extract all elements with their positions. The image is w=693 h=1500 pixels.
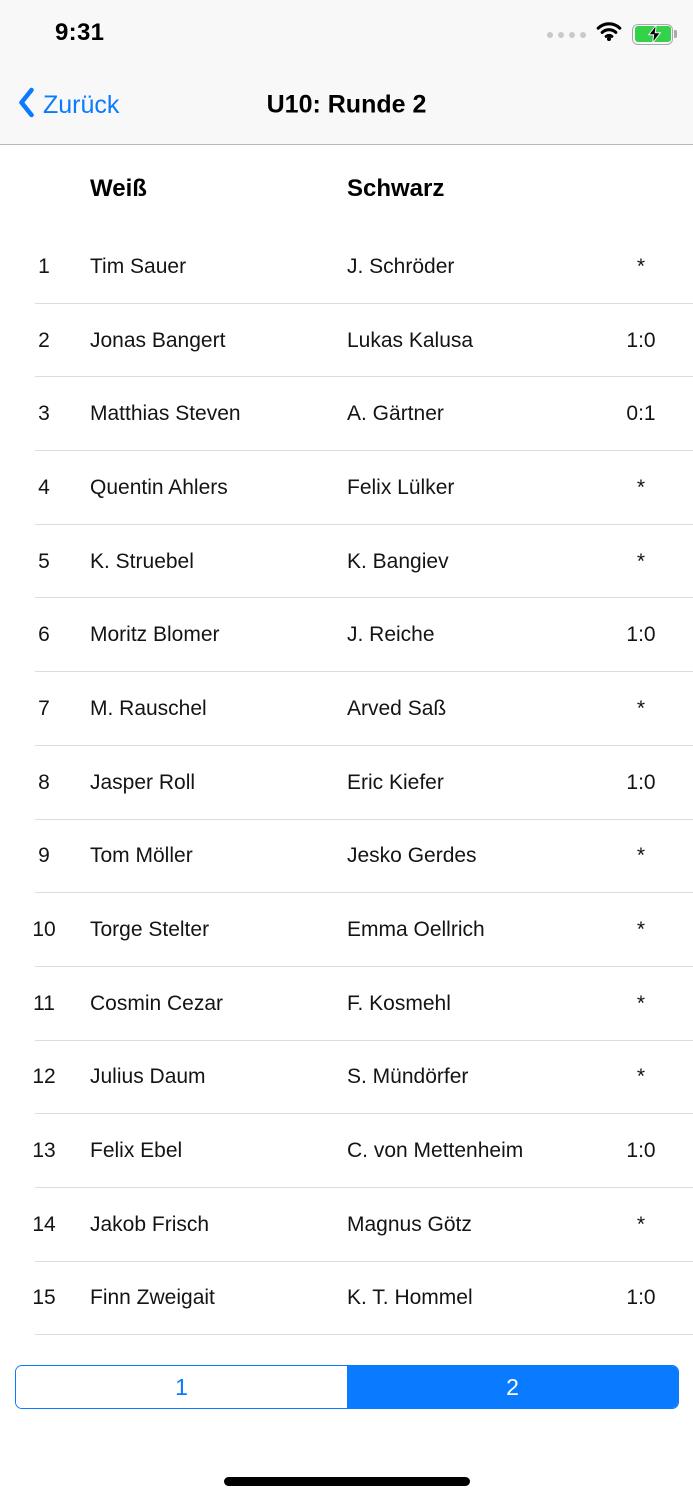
white-player: Tom Möller <box>90 844 193 868</box>
home-indicator[interactable] <box>223 1477 470 1486</box>
cellular-signal-icon <box>547 32 586 38</box>
white-player: M. Rauschel <box>90 696 207 720</box>
result-value: * <box>636 918 646 942</box>
white-player: Quentin Ahlers <box>90 475 228 499</box>
table-row[interactable]: 4 Quentin Ahlers Felix Lülker * <box>0 451 693 525</box>
status-time: 9:31 <box>55 19 105 46</box>
table-row[interactable]: 9 Tom Möller Jesko Gerdes * <box>0 820 693 894</box>
white-player: Tim Sauer <box>90 254 187 278</box>
pairings-list: 1 Tim Sauer J. Schröder * 2 Jonas Bangert Luka… <box>0 230 693 1336</box>
row-number: 5 <box>38 549 50 573</box>
black-player: J. Reiche <box>347 623 435 647</box>
row-number: 9 <box>38 844 50 868</box>
row-number: 2 <box>38 328 50 352</box>
nav-bar: Zurück U10: Runde 2 <box>0 66 693 145</box>
black-player: Felix Lülker <box>347 475 455 499</box>
column-header-white: Weiß <box>90 175 147 202</box>
table-row[interactable]: 13 Felix Ebel C. von Mettenheim 1:0 <box>0 1114 693 1188</box>
result-value: * <box>636 1212 646 1236</box>
white-player: Jasper Roll <box>90 770 196 794</box>
black-player: J. Schröder <box>347 254 455 278</box>
row-number: 14 <box>32 1212 56 1236</box>
black-player: Lukas Kalusa <box>347 328 474 352</box>
column-header-black: Schwarz <box>347 175 445 202</box>
wifi-icon <box>596 22 622 46</box>
white-player: K. Struebel <box>90 549 194 573</box>
result-value: * <box>636 254 646 278</box>
row-number: 6 <box>38 623 50 647</box>
result-value: * <box>636 549 646 573</box>
row-number: 10 <box>32 918 56 942</box>
white-player: Matthias Steven <box>90 402 241 426</box>
round-segmented-control: 1 2 <box>15 1365 679 1409</box>
back-button-label: Zurück <box>43 90 120 119</box>
table-header: Weiß Schwarz <box>0 145 693 230</box>
result-value: 1:0 <box>626 1286 656 1310</box>
result-value: 1:0 <box>626 770 656 794</box>
black-player: Jesko Gerdes <box>347 844 477 868</box>
row-number: 15 <box>32 1286 56 1310</box>
result-value: * <box>636 475 646 499</box>
table-row[interactable]: 5 K. Struebel K. Bangiev * <box>0 525 693 599</box>
table-row[interactable]: 14 Jakob Frisch Magnus Götz * <box>0 1188 693 1262</box>
table-row[interactable]: 6 Moritz Blomer J. Reiche 1:0 <box>0 598 693 672</box>
status-icons <box>547 0 677 66</box>
black-player: K. T. Hommel <box>347 1286 473 1310</box>
black-player: Arved Saß <box>347 696 447 720</box>
black-player: A. Gärtner <box>347 402 444 426</box>
white-player: Julius Daum <box>90 1065 206 1089</box>
battery-charging-icon <box>632 23 677 45</box>
white-player: Moritz Blomer <box>90 623 220 647</box>
result-value: 1:0 <box>626 1139 656 1163</box>
row-number: 3 <box>38 402 50 426</box>
table-row[interactable]: 15 Finn Zweigait K. T. Hommel 1:0 <box>0 1262 693 1336</box>
row-number: 8 <box>38 770 50 794</box>
result-value: * <box>636 844 646 868</box>
black-player: F. Kosmehl <box>347 991 451 1015</box>
table-row[interactable]: 2 Jonas Bangert Lukas Kalusa 1:0 <box>0 304 693 378</box>
result-value: 1:0 <box>626 623 656 647</box>
white-player: Jakob Frisch <box>90 1212 210 1236</box>
white-player: Felix Ebel <box>90 1139 183 1163</box>
charging-bolt-icon <box>647 24 661 44</box>
chevron-left-icon <box>18 87 35 123</box>
black-player: K. Bangiev <box>347 549 449 573</box>
result-value: * <box>636 1065 646 1089</box>
row-number: 11 <box>33 991 55 1015</box>
segment-round-1[interactable]: 1 <box>16 1366 347 1408</box>
white-player: Torge Stelter <box>90 918 210 942</box>
table-row[interactable]: 10 Torge Stelter Emma Oellrich * <box>0 893 693 967</box>
row-number: 4 <box>38 475 50 499</box>
row-number: 1 <box>38 254 50 278</box>
table-row[interactable]: 1 Tim Sauer J. Schröder * <box>0 230 693 304</box>
row-number: 7 <box>38 696 50 720</box>
table-row[interactable]: 11 Cosmin Cezar F. Kosmehl * <box>0 967 693 1041</box>
table-row[interactable]: 7 M. Rauschel Arved Saß * <box>0 672 693 746</box>
table-row[interactable]: 8 Jasper Roll Eric Kiefer 1:0 <box>0 746 693 820</box>
black-player: C. von Mettenheim <box>347 1139 524 1163</box>
status-bar: 9:31 <box>0 0 693 66</box>
table-row[interactable]: 3 Matthias Steven A. Gärtner 0:1 <box>0 377 693 451</box>
page-title: U10: Runde 2 <box>266 90 427 119</box>
table-row[interactable]: 12 Julius Daum S. Mündörfer * <box>0 1041 693 1115</box>
result-value: 0:1 <box>626 402 656 426</box>
black-player: Eric Kiefer <box>347 770 444 794</box>
row-number: 13 <box>32 1139 56 1163</box>
back-button[interactable]: Zurück <box>18 87 119 123</box>
result-value: * <box>636 696 646 720</box>
white-player: Finn Zweigait <box>90 1286 215 1310</box>
black-player: S. Mündörfer <box>347 1065 469 1089</box>
white-player: Jonas Bangert <box>90 328 226 352</box>
white-player: Cosmin Cezar <box>90 991 224 1015</box>
black-player: Emma Oellrich <box>347 918 485 942</box>
black-player: Magnus Götz <box>347 1212 472 1236</box>
row-number: 12 <box>32 1065 56 1089</box>
result-value: 1:0 <box>626 328 656 352</box>
result-value: * <box>636 991 646 1015</box>
segment-round-2[interactable]: 2 <box>347 1366 678 1408</box>
